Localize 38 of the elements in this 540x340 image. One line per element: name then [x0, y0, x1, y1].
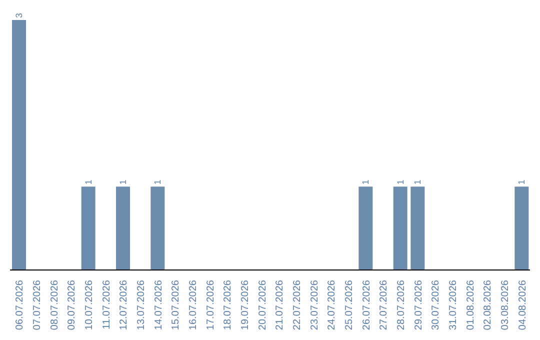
x-tick-label: 08.07.2026 [49, 280, 60, 330]
x-tick-label: 27.07.2026 [378, 280, 390, 330]
x-tick-label: 24.07.2026 [326, 280, 338, 330]
x-tick-label: 12.07.2026 [118, 280, 130, 330]
data-label: 1 [83, 180, 94, 185]
x-tick-label: 30.07.2026 [430, 280, 442, 330]
x-tick-label: 11.07.2026 [101, 280, 112, 330]
data-label: 1 [152, 180, 163, 185]
data-label: 1 [360, 180, 371, 185]
data-label: 1 [516, 180, 527, 185]
x-tick-label: 31.07.2026 [448, 280, 459, 330]
data-label: 1 [412, 180, 423, 185]
x-tick-label: 19.07.2026 [240, 280, 251, 330]
x-tick-label: 03.08.2026 [500, 280, 511, 330]
x-tick-label: 10.07.2026 [84, 280, 95, 330]
x-tick-label: 18.07.2026 [222, 280, 234, 330]
x-tick-label: 07.07.2026 [32, 280, 43, 330]
x-tick-label: 13.07.2026 [136, 280, 147, 330]
x-tick-label: 09.07.2026 [66, 280, 78, 330]
x-tick-label: 23.07.2026 [309, 280, 320, 330]
x-tick-label: 25.07.2026 [344, 280, 355, 330]
x-tick-label: 16.07.2026 [188, 280, 199, 330]
x-tick-label: 22.07.2026 [292, 280, 303, 330]
data-label: 1 [395, 180, 406, 185]
x-tick-label: 14.07.2026 [153, 280, 164, 330]
x-tick-label: 01.08.2026 [465, 280, 476, 330]
x-tick-label: 26.07.2026 [361, 280, 372, 330]
x-tick-label: 04.08.2026 [517, 280, 528, 330]
x-tick-label: 17.07.2026 [205, 280, 216, 330]
x-tick-label: 29.07.2026 [413, 280, 424, 330]
x-tick-label: 20.07.2026 [257, 280, 268, 330]
x-tick-label: 28.07.2026 [396, 280, 407, 330]
x-tick-label: 02.08.2026 [482, 280, 494, 330]
x-tick-label: 21.07.2026 [274, 280, 286, 330]
x-tick-label: 06.07.2026 [14, 280, 26, 330]
data-label: 3 [14, 12, 24, 18]
data-label: 1 [118, 180, 128, 185]
x-tick-label: 15.07.2026 [170, 280, 182, 330]
